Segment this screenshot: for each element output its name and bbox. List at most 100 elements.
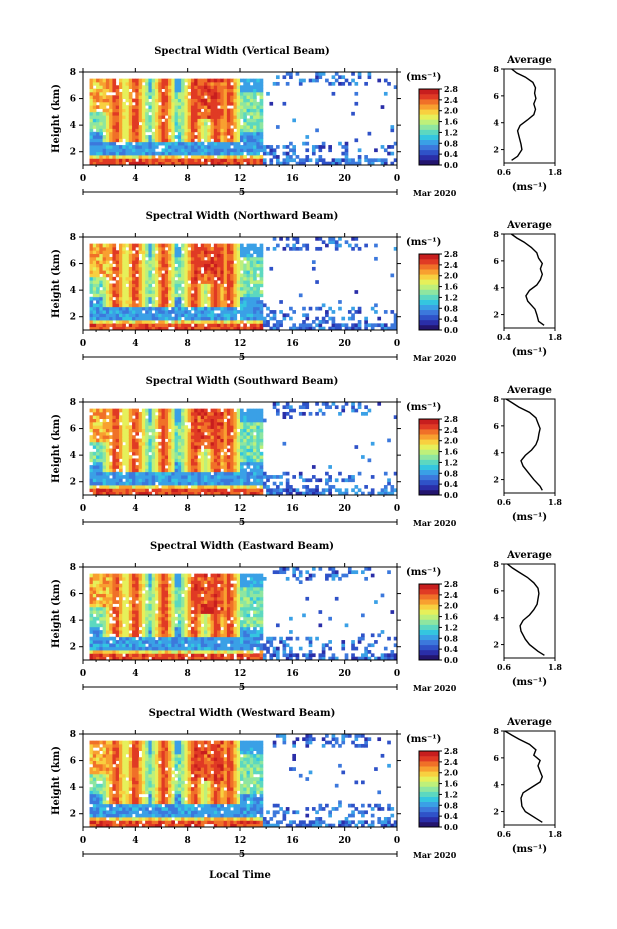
x-tick-label: 16 [286, 836, 299, 846]
average-profile-line [504, 730, 544, 823]
colorbar-bin [419, 304, 439, 311]
average-x-tick-label: 0.4 [497, 332, 511, 342]
panel-1: Spectral Width (Vertical Beam)0 4 8 12 16 20 0… [51, 46, 562, 198]
average-x-tick-label: 1.8 [548, 167, 562, 177]
colorbar-bin [419, 134, 439, 140]
colorbar-bin [419, 259, 439, 265]
colorbar-tick-label: 1.2 [444, 292, 458, 302]
colorbar-bin [419, 786, 439, 792]
average-xlabel: (ms⁻¹) [512, 844, 547, 855]
colorbar-tick-label: 2.0 [444, 768, 458, 778]
y-tick-label: 2 [70, 643, 76, 653]
colorbar-bin [419, 469, 439, 476]
colorbar-tick-label: 0.0 [444, 822, 458, 832]
average-title: Average [506, 550, 552, 561]
colorbar: (ms⁻¹) 0.00.40.81.21.62.02.42.8 [406, 237, 458, 335]
average-title: Average [506, 385, 552, 396]
heatmap [89, 402, 398, 496]
colorbar-bin [419, 654, 439, 661]
colorbar-bin [419, 444, 439, 450]
colorbar-bin [419, 454, 439, 460]
colorbar-bin [419, 649, 439, 656]
x-tick-label: 12 [234, 836, 247, 846]
colorbar-bin [419, 109, 439, 115]
x-tick-label: 8 [185, 504, 191, 514]
colorbar-tick-label: 0.8 [444, 633, 458, 643]
colorbar-bin [419, 324, 439, 331]
colorbar-bin [419, 609, 439, 615]
colorbar-tick-label: 0.0 [444, 655, 458, 665]
y-tick-label: 8 [70, 730, 76, 740]
day-label: 5 [239, 683, 245, 693]
average-y-tick-label: 6 [493, 421, 499, 431]
colorbar: (ms⁻¹) 0.00.40.81.21.62.02.42.8 [406, 567, 458, 665]
x-tick-label: 8 [185, 174, 191, 184]
average-y-tick-label: 8 [493, 559, 499, 569]
panel-3: Spectral Width (Southward Beam)0 4 8 12 16 20… [51, 376, 562, 528]
x-tick-label: 12 [234, 339, 247, 349]
average-frame [503, 398, 556, 494]
colorbar-bin [419, 614, 439, 620]
average-xlabel: (ms⁻¹) [512, 512, 547, 523]
colorbar-tick-label: 1.6 [444, 117, 458, 127]
colorbar-tick-label: 0.8 [444, 303, 458, 313]
colorbar-tick-label: 0.8 [444, 800, 458, 810]
average-y-tick-label: 2 [493, 807, 499, 817]
colorbar-tick-label: 0.8 [444, 468, 458, 478]
colorbar-tick-label: 1.2 [444, 622, 458, 632]
x-tick-label: 4 [132, 174, 138, 184]
colorbar-bin [419, 761, 439, 767]
y-tick-label: 6 [70, 260, 76, 270]
y-tick-label: 8 [70, 233, 76, 243]
x-tick-label: 20 [338, 504, 351, 514]
colorbar-tick-label: 1.6 [444, 612, 458, 622]
colorbar-tick-label: 2.8 [444, 414, 458, 424]
colorbar-bin [419, 309, 439, 316]
colorbar-tick-label: 2.8 [444, 249, 458, 259]
colorbar-tick-label: 0.4 [444, 149, 458, 159]
colorbar-tick-label: 0.0 [444, 490, 458, 500]
x-tick-label: 16 [286, 669, 299, 679]
colorbar-tick-label: 2.4 [444, 95, 458, 105]
average-panel: Average 2 4 6 8 0.6 1.8(ms⁻¹) [493, 55, 562, 193]
month-label: Mar 2020 [413, 353, 457, 363]
average-y-tick-label: 6 [493, 753, 499, 763]
panel-title: Spectral Width (Vertical Beam) [154, 46, 330, 57]
x-tick-label: 0 [394, 836, 400, 846]
colorbar-tick-label: 0.4 [444, 644, 458, 654]
average-y-tick-label: 2 [493, 640, 499, 650]
x-tick-label: 16 [286, 174, 299, 184]
colorbar-tick-label: 2.4 [444, 425, 458, 435]
colorbar-tick-label: 2.4 [444, 757, 458, 767]
colorbar-bin [419, 129, 439, 135]
colorbar-unit: (ms⁻¹) [406, 237, 441, 248]
colorbar-bin [419, 269, 439, 275]
colorbar-bin [419, 284, 439, 290]
y-axis-label: Height (km) [51, 579, 62, 648]
x-tick-label: 4 [132, 836, 138, 846]
colorbar-tick-label: 2.8 [444, 579, 458, 589]
panel-4: Spectral Width (Eastward Beam)0 4 8 12 16 20 0… [51, 541, 562, 693]
y-tick-label: 2 [70, 810, 76, 820]
day-label: 5 [239, 518, 245, 528]
colorbar-bin [419, 299, 439, 305]
x-tick-label: 20 [338, 174, 351, 184]
average-y-tick-label: 4 [493, 780, 499, 790]
x-tick-label: 4 [132, 504, 138, 514]
colorbar: (ms⁻¹) 0.00.40.81.21.62.02.42.8 [406, 734, 458, 832]
colorbar-tick-label: 0.8 [444, 138, 458, 148]
colorbar-bin [419, 479, 439, 486]
colorbar-bin [419, 604, 439, 610]
colorbar-frame [418, 253, 440, 331]
average-y-tick-label: 2 [493, 145, 499, 155]
average-y-tick-label: 6 [493, 91, 499, 101]
average-title: Average [506, 55, 552, 66]
y-tick-label: 4 [70, 616, 76, 626]
colorbar-bin [419, 771, 439, 777]
colorbar-tick-label: 2.0 [444, 436, 458, 446]
heatmap [89, 72, 398, 166]
y-tick-label: 6 [70, 95, 76, 105]
average-title: Average [506, 220, 552, 231]
colorbar-bin [419, 144, 439, 151]
colorbar-bin [419, 154, 439, 161]
